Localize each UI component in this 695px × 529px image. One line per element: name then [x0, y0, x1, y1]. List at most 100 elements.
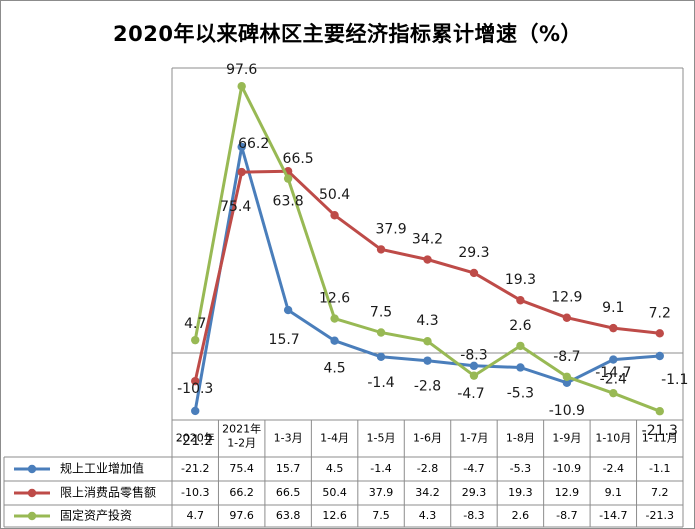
series-1-point-9 — [609, 323, 618, 333]
category-label-0: 2020年 — [176, 431, 215, 445]
series-0-point-9 — [609, 355, 618, 364]
series-1-point-4 — [376, 245, 386, 254]
data-table: 2020年 2021年 1-2月 1-3月 1-4月 1-5月 1-6月 1-7月 1-8月 1-… — [3, 419, 684, 528]
table-cell-s1-9: 9.1 — [605, 486, 623, 499]
table-cell-s1-10: 7.2 — [651, 486, 669, 499]
data-label-s0-3: 4.5 — [323, 361, 345, 377]
table-cell-s2-5: 4.3 — [419, 509, 437, 522]
series-1-point-10 — [655, 329, 664, 338]
table-cell-s1-0: -10.3 — [181, 486, 209, 499]
table-cell-s1-4: 37.9 — [369, 486, 394, 499]
series-0-point-10 — [655, 351, 664, 361]
series-1-point-5 — [423, 255, 432, 264]
series-2-point-2 — [283, 174, 293, 183]
category-label-10: 1-11月 — [642, 432, 678, 445]
data-label-s0-0: -21.2 — [177, 433, 213, 449]
category-label-1-line-0: 2021年 — [222, 422, 261, 436]
category-label-2: 1-3月 — [274, 432, 303, 445]
data-label-s2-5: 4.3 — [416, 313, 438, 329]
series-0-point-4 — [376, 352, 386, 362]
category-label-6: 1-7月 — [459, 432, 488, 445]
table-cell-s0-7: -5.3 — [510, 462, 531, 475]
category-label-7: 1-8月 — [506, 432, 535, 445]
data-labels: -21.2 75.4 15.7 4.5 -1.4 -2.8 -4.7 -5.3 -10.9 -2.… — [177, 62, 688, 449]
data-label-s0-5: -2.8 — [414, 379, 441, 395]
data-label-s1-6: 29.3 — [458, 245, 489, 261]
table-cell-s2-9: -14.7 — [599, 509, 627, 522]
series-2-point-10 — [655, 407, 664, 416]
data-label-s2-1: 97.6 — [226, 62, 257, 78]
data-label-s2-10: -21.3 — [642, 423, 678, 439]
data-label-s0-10: -1.1 — [661, 372, 688, 388]
data-label-s1-9: 9.1 — [602, 300, 624, 316]
table-cell-s1-8: 12.9 — [555, 486, 580, 499]
series-1-point-8 — [562, 313, 572, 322]
table-cell-s0-3: 4.5 — [326, 462, 344, 475]
series-0-point-7 — [516, 363, 525, 372]
data-label-s2-2: 63.8 — [273, 194, 304, 210]
data-label-s2-7: 2.6 — [509, 318, 531, 334]
series-0-point-2 — [283, 305, 293, 315]
data-label-s0-9: -2.4 — [600, 372, 627, 388]
series-1-point-0 — [191, 376, 200, 386]
data-label-s0-6: -4.7 — [457, 386, 484, 402]
data-label-s1-4: 37.9 — [375, 221, 406, 237]
category-label-8: 1-9月 — [552, 432, 581, 445]
legend-marker-0 — [27, 464, 37, 474]
table-cell-s0-2: 15.7 — [276, 462, 301, 475]
data-label-s0-8: -10.9 — [549, 403, 585, 419]
table-cell-s0-10: -1.1 — [649, 462, 670, 475]
series-0-point-0 — [191, 406, 200, 416]
legend-label-0: 规上工业增加值 — [60, 461, 144, 476]
table-cell-s1-6: 29.3 — [462, 486, 487, 499]
series-1-point-7 — [516, 296, 525, 305]
category-label-9: 1-10月 — [595, 432, 631, 445]
table-cell-s0-0: -21.2 — [181, 462, 209, 475]
chart-title: 2020年以来碑林区主要经济指标累计增速（%） — [113, 22, 582, 46]
data-label-s0-4: -1.4 — [367, 375, 394, 391]
series-0-point-3 — [330, 336, 339, 345]
category-label-1: 2021年 1-2月 — [222, 422, 261, 450]
table-cell-s2-1: 97.6 — [229, 509, 254, 522]
data-label-s1-7: 19.3 — [505, 272, 536, 288]
data-label-s0-1: 75.4 — [220, 199, 251, 215]
data-label-s2-9: -14.7 — [595, 365, 631, 381]
table-cell-s0-4: -1.4 — [370, 462, 391, 475]
series-1-point-1 — [237, 167, 246, 177]
table-cell-s2-0: 4.7 — [186, 509, 204, 522]
table-cell-s0-5: -2.8 — [417, 462, 438, 475]
category-label-1-line-1: 1-2月 — [227, 437, 256, 450]
category-label-3: 1-4月 — [320, 432, 349, 445]
series-2-point-4 — [376, 328, 386, 337]
data-label-s2-0: 4.7 — [184, 316, 206, 332]
table-cell-s2-2: 63.8 — [276, 509, 301, 522]
table-cell-s2-6: -8.3 — [463, 509, 484, 522]
series-2-point-3 — [330, 314, 339, 323]
table-cell-s2-3: 12.6 — [322, 509, 347, 522]
data-label-s2-8: -8.7 — [553, 349, 580, 365]
data-label-s1-3: 50.4 — [319, 187, 350, 203]
table-cell-s2-4: 7.5 — [372, 509, 390, 522]
series-line-1 — [193, 169, 660, 382]
series-2-point-7 — [516, 341, 525, 351]
data-label-s1-5: 34.2 — [412, 232, 443, 248]
series-layer — [191, 82, 664, 416]
series-0-point-1 — [237, 142, 246, 152]
table-cell-s1-5: 34.2 — [415, 486, 440, 499]
series-0-point-8 — [562, 378, 572, 387]
table-cell-s2-8: -8.7 — [556, 509, 577, 522]
series-2-point-9 — [609, 388, 618, 398]
table-cell-s0-6: -4.7 — [463, 462, 484, 475]
series-2-point-6 — [469, 371, 479, 380]
table-cell-s2-7: 2.6 — [512, 509, 530, 522]
data-label-s1-10: 7.2 — [649, 305, 671, 321]
legend-marker-1 — [27, 488, 37, 498]
series-line-0 — [193, 145, 660, 412]
data-label-s1-2: 66.5 — [283, 151, 314, 167]
data-label-s1-1: 66.2 — [238, 136, 269, 152]
legend-label-2: 固定资产投资 — [60, 508, 132, 523]
series-2-point-0 — [191, 335, 200, 345]
table-cell-s1-7: 19.3 — [508, 486, 533, 499]
legend-label-1: 限上消费品零售额 — [60, 485, 156, 500]
